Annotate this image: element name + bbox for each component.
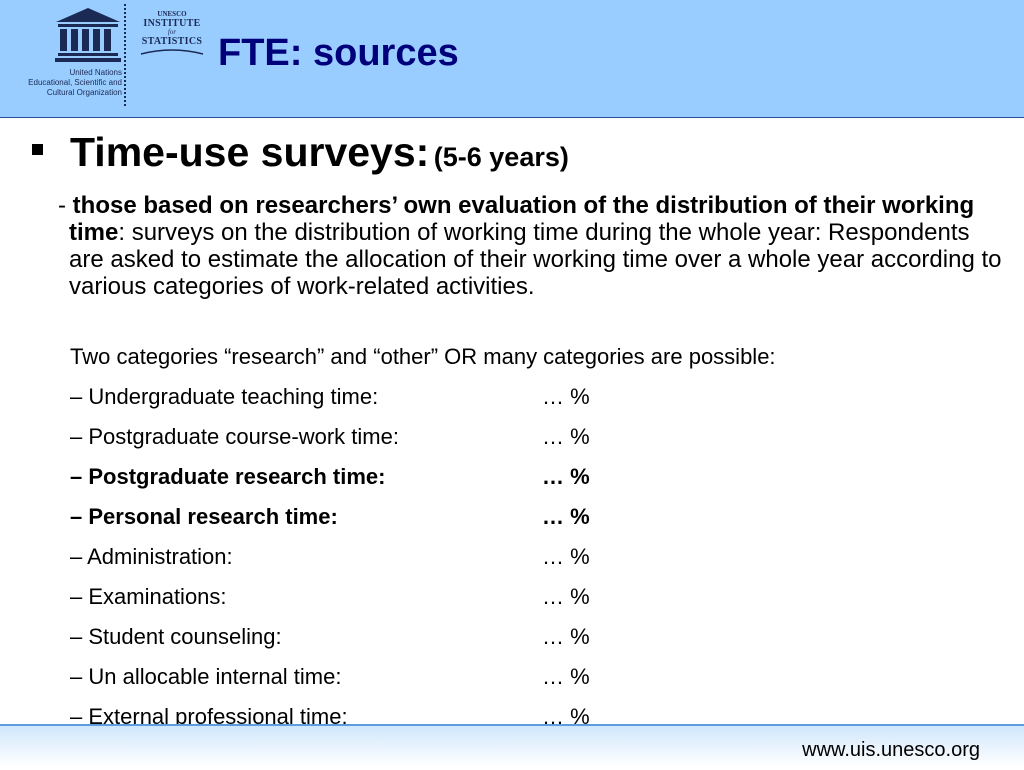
category-value: … % [542,424,590,449]
category-value: … % [542,544,590,569]
uis-logo-line: for [167,28,177,36]
page-title: FTE: sources [218,32,459,74]
category-label: – Examinations: [70,584,227,609]
category-value: … % [542,664,590,689]
category-label: – Student counseling: [70,624,282,649]
category-label: – Undergraduate teaching time: [70,384,379,409]
uis-logo-line: UNESCO [157,10,187,18]
categories-note: Two categories “research” and “other” OR… [70,344,776,369]
category-label: – Administration: [70,544,233,569]
logo-divider [124,4,128,106]
category-label: – Personal research time: [70,504,338,529]
footer-url: www.uis.unesco.org [802,739,980,761]
square-bullet-icon [32,144,43,155]
unesco-temple-icon [55,8,121,62]
bullet-heading-sub: (5-6 years) [433,142,569,172]
bullet-heading-main: Time-use surveys: [70,129,430,175]
description-paragraph: - those based on researchers’ own evalua… [58,192,1008,300]
paragraph-rest-text: : surveys on the distribution of working… [69,219,1002,300]
category-value: … % [542,464,590,489]
uis-logo-line: INSTITUTE [143,18,201,29]
category-label: – Un allocable internal time: [70,664,342,689]
header-band: United Nations Educational, Scientific a… [0,0,1024,118]
paragraph-dash: - [58,192,66,219]
category-value: … % [542,384,590,409]
footer-band [0,724,1024,768]
uis-logo-line: STATISTICS [141,36,203,47]
uis-logo: UNESCO INSTITUTE for STATISTICS [137,10,207,62]
category-value: … % [542,504,590,529]
category-label: – Postgraduate research time: [70,464,386,489]
unesco-organization-name: United Nations Educational, Scientific a… [28,68,122,97]
category-value: … % [542,624,590,649]
category-value: … % [542,584,590,609]
paragraph-bold-text: those based on researchers’ own evaluati… [69,192,975,246]
category-label: – Postgraduate course-work time: [70,424,399,449]
uis-swoosh-icon [140,49,204,55]
unesco-logo: United Nations Educational, Scientific a… [14,6,122,100]
bullet-heading: Time-use surveys: (5-6 years) [70,128,569,176]
